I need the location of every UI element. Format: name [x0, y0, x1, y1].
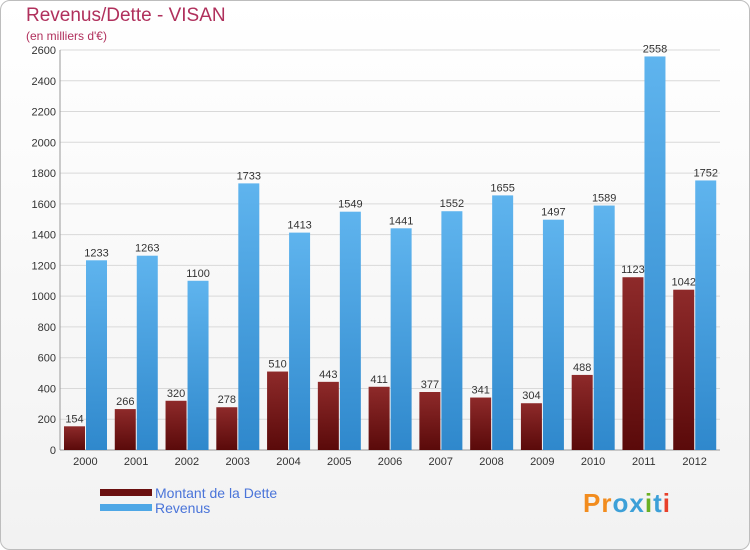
data-label-revenus: 1552	[440, 198, 464, 210]
bar-dette	[622, 277, 644, 450]
y-tick-label: 1800	[32, 168, 56, 180]
data-label-dette: 154	[65, 413, 83, 425]
bar-revenus	[441, 211, 463, 450]
logo-letter: P	[583, 488, 602, 518]
y-tick-label: 400	[38, 383, 56, 395]
data-label-revenus: 1497	[541, 207, 565, 219]
x-tick-label: 2000	[73, 456, 97, 468]
x-tick-label: 2007	[429, 456, 453, 468]
y-tick-label: 1000	[32, 291, 56, 303]
x-tick-label: 2010	[581, 456, 605, 468]
data-label-dette: 341	[471, 385, 489, 397]
data-label-revenus: 1549	[338, 199, 362, 211]
bar-revenus	[86, 260, 107, 450]
bar-dette	[165, 400, 187, 450]
data-label-dette: 510	[268, 359, 286, 371]
x-tick-label: 2003	[225, 456, 249, 468]
data-label-revenus: 1100	[186, 268, 210, 280]
bar-revenus	[238, 183, 260, 450]
bar-revenus	[542, 219, 564, 450]
data-label-dette: 377	[421, 379, 439, 391]
bar-revenus	[644, 56, 666, 450]
y-tick-label: 1200	[32, 260, 56, 272]
bar-revenus	[695, 180, 717, 450]
legend-item-revenus: Revenus	[100, 499, 277, 516]
bar-dette	[571, 374, 593, 450]
logo-letter: t	[653, 488, 663, 518]
chart-title: Revenus/Dette - VISAN	[26, 5, 226, 26]
data-label-revenus: 1413	[287, 220, 311, 232]
data-label-revenus: 1589	[592, 193, 616, 205]
x-tick-label: 2001	[124, 456, 148, 468]
chart-subtitle: (en milliers d'€)	[26, 29, 107, 43]
logo-letter: r	[601, 488, 613, 518]
x-tick-label: 2002	[175, 456, 199, 468]
y-tick-label: 1600	[32, 199, 56, 211]
y-tick-label: 2400	[32, 76, 56, 88]
data-label-dette: 1042	[671, 277, 695, 289]
data-label-revenus: 1263	[135, 243, 159, 255]
data-label-dette: 278	[218, 394, 236, 406]
bar-dette	[419, 392, 441, 450]
data-label-dette: 1123	[621, 264, 645, 276]
logo-letter: x	[629, 488, 645, 518]
bar-revenus	[593, 205, 615, 450]
x-tick-label: 2009	[530, 456, 554, 468]
data-label-dette: 411	[370, 374, 388, 386]
data-label-dette: 443	[319, 369, 337, 381]
x-tick-label: 2011	[632, 456, 656, 468]
x-tick-label: 2006	[378, 456, 402, 468]
bar-dette	[317, 381, 339, 450]
x-tick-label: 2008	[479, 456, 503, 468]
data-label-revenus: 2558	[643, 43, 667, 55]
data-label-revenus: 1441	[389, 215, 413, 227]
data-label-dette: 266	[116, 396, 134, 408]
data-label-dette: 304	[522, 390, 540, 402]
bar-dette	[368, 386, 390, 450]
bar-revenus	[289, 232, 311, 450]
bar-dette	[520, 403, 542, 450]
bar-dette	[470, 397, 492, 450]
bar-dette	[64, 426, 85, 450]
y-tick-label: 0	[50, 445, 56, 457]
legend-swatch-dette	[100, 489, 152, 496]
logo-letter: o	[612, 488, 630, 518]
bar-dette	[216, 407, 238, 450]
proxiti-logo: Proxiti	[583, 488, 671, 519]
y-tick-label: 2200	[32, 107, 56, 119]
bar-revenus	[187, 280, 209, 450]
bar-revenus	[136, 255, 158, 450]
legend-swatch-revenus	[100, 504, 152, 511]
bar-revenus	[339, 211, 361, 450]
bar-revenus	[390, 228, 412, 450]
legend-item-dette: Montant de la Dette	[100, 484, 278, 501]
bar-revenus	[492, 195, 514, 450]
y-tick-label: 2000	[32, 137, 56, 149]
x-tick-label: 2005	[327, 456, 351, 468]
data-label-dette: 488	[573, 362, 591, 374]
x-tick-label: 2012	[682, 456, 706, 468]
data-label-dette: 320	[167, 388, 185, 400]
x-tick-label: 2004	[276, 456, 300, 468]
bar-dette	[267, 371, 289, 450]
data-label-revenus: 1233	[84, 247, 108, 259]
data-label-revenus: 1655	[490, 182, 514, 194]
y-tick-label: 2600	[32, 45, 56, 57]
y-tick-label: 1400	[32, 230, 56, 242]
legend-label-dette: Montant de la Dette	[155, 484, 278, 501]
bar-dette	[114, 409, 136, 450]
y-tick-label: 200	[38, 414, 56, 426]
data-label-revenus: 1752	[693, 167, 717, 179]
bar-dette	[673, 289, 695, 450]
logo-letter: i	[644, 488, 654, 518]
y-tick-label: 800	[38, 322, 56, 334]
logo-letter: i	[662, 488, 671, 518]
data-label-revenus: 1733	[237, 170, 261, 182]
legend-label-revenus: Revenus	[155, 499, 211, 516]
legend: Montant de la Dette Revenus	[100, 484, 278, 516]
y-tick-label: 600	[38, 353, 56, 365]
